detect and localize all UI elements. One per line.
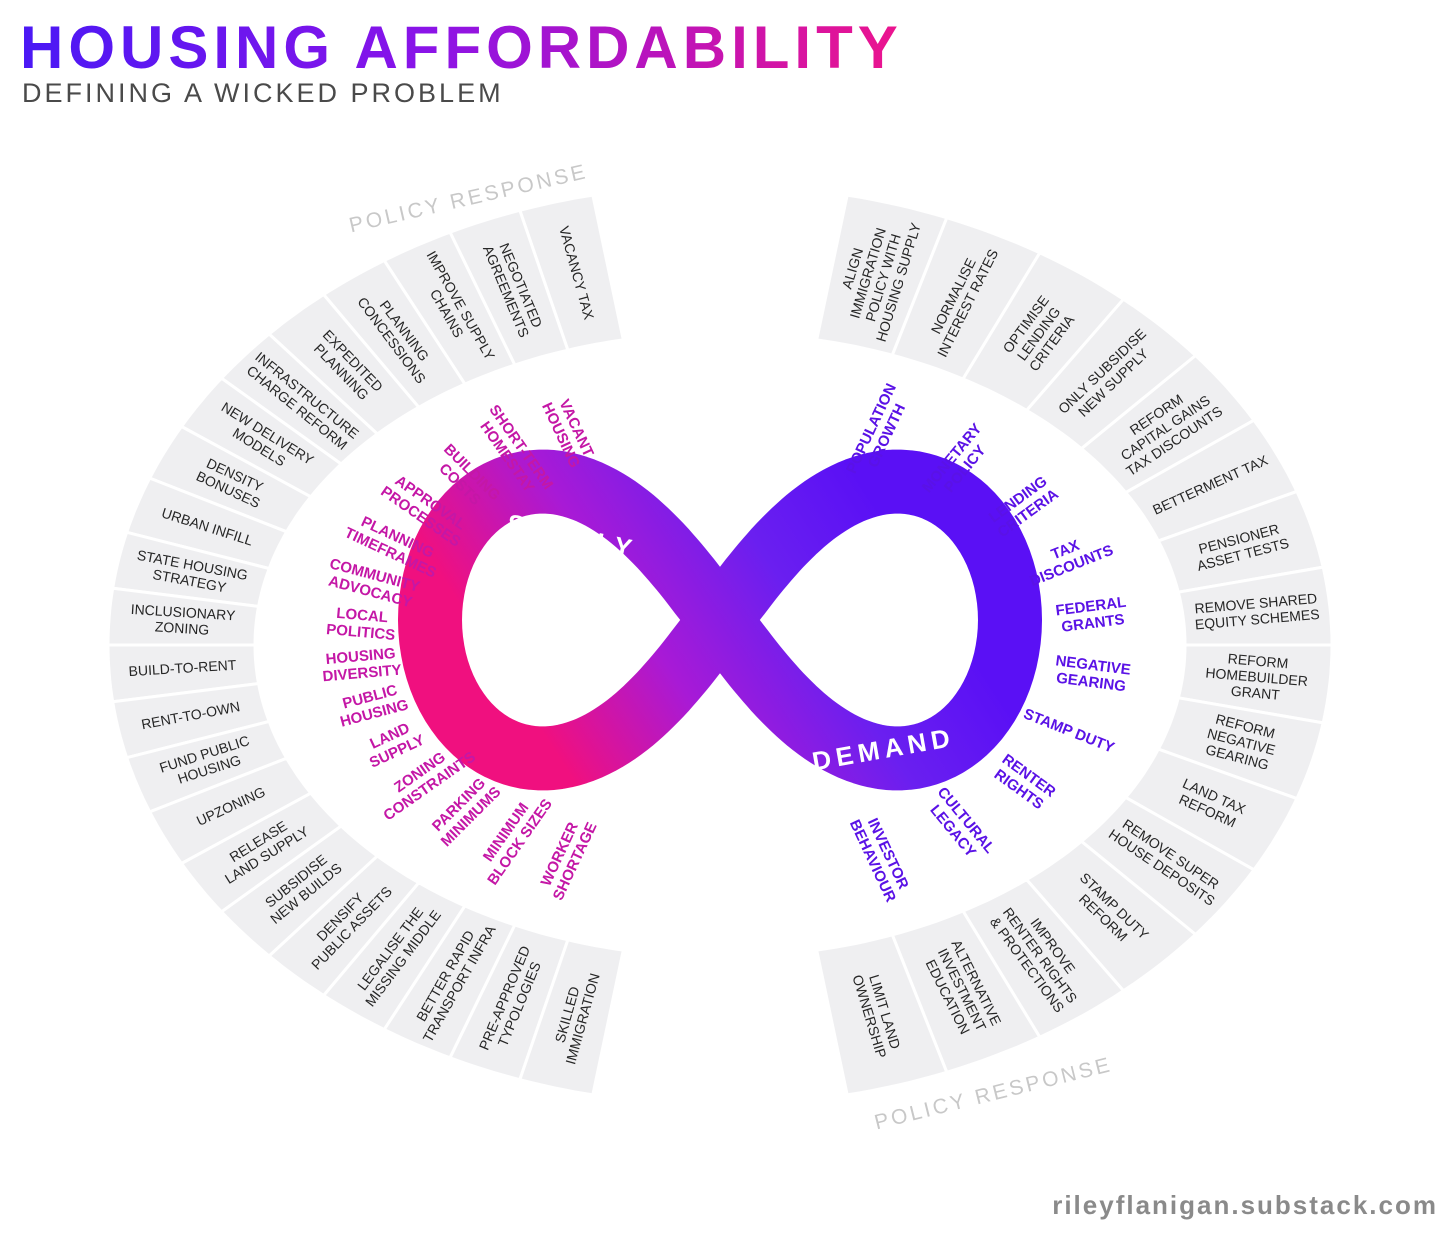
label-line: BUILD-TO-RENT xyxy=(128,656,237,679)
driver-label: NEGATIVEGEARING xyxy=(1052,652,1131,695)
subtitle: DEFINING A WICKED PROBLEM xyxy=(22,78,504,108)
label-line: DIVERSITY xyxy=(322,662,402,686)
driver-label: STAMP DUTY xyxy=(1021,705,1117,756)
driver-label: FEDERALGRANTS xyxy=(1055,594,1130,637)
label-line: HOUSING xyxy=(325,645,396,668)
policy-ring xyxy=(106,193,1334,1097)
label-line: LOCAL xyxy=(336,605,389,626)
driver-label: CULTURALLEGACY xyxy=(921,784,999,868)
driver-label: LOCALPOLITICS xyxy=(326,604,398,644)
driver-label: TAXDISCOUNTS xyxy=(1021,526,1116,590)
label-line: INCLUSIONARY xyxy=(130,601,236,623)
label-line: GRANT xyxy=(1230,682,1281,702)
policy-label: REMOVE SHAREDEQUITY SCHEMES xyxy=(1193,590,1320,633)
title: HOUSING AFFORDABILITY xyxy=(20,14,903,81)
driver-label: INVESTORBEHAVIOUR xyxy=(846,810,915,905)
policy-label: INCLUSIONARYZONING xyxy=(129,601,236,639)
driver-label: LENDINGCRITERIA xyxy=(984,472,1061,541)
label-line: ZONING xyxy=(154,618,209,637)
driver-label: HOUSINGDIVERSITY xyxy=(320,645,402,686)
policy-segment xyxy=(517,938,626,1097)
label-line: STAMP DUTY xyxy=(1021,705,1117,756)
driver-label: WORKERSHORTAGE xyxy=(534,813,600,903)
footer: rileyflanigan.substack.com xyxy=(1052,1190,1438,1220)
policy-label: BUILD-TO-RENT xyxy=(128,656,237,679)
infinity-band xyxy=(398,449,1042,791)
label-line: REFORM xyxy=(1227,650,1289,671)
label-line: POLITICS xyxy=(326,621,396,644)
policy-segment xyxy=(814,933,949,1097)
driver-label: RENTERRIGHTS xyxy=(989,751,1059,815)
